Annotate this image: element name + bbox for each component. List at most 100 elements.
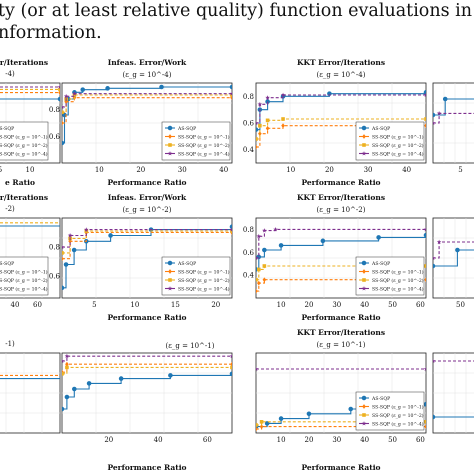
data-point: [57, 84, 60, 89]
x-tick-label: 20: [304, 436, 313, 444]
legend-entry: AS-SQP: [371, 396, 390, 402]
data-point: [280, 92, 286, 97]
legend-entry: AS-SQP: [0, 126, 14, 132]
data-point: [230, 365, 232, 370]
y-tick-label: 0.8: [243, 226, 254, 234]
x-tick-label: 60: [203, 436, 212, 444]
data-point: [58, 90, 60, 95]
legend-marker: [168, 278, 172, 282]
panel-title: KKT Error/Iterations: [297, 328, 385, 337]
data-point: [63, 262, 69, 267]
legend-marker: [362, 143, 366, 147]
x-tick-label: 50: [456, 301, 465, 309]
data-point: [257, 101, 263, 107]
y-tick-label: 0.6: [49, 273, 61, 281]
legend-marker: [361, 260, 367, 266]
x-tick-label: 5: [92, 301, 96, 309]
data-point: [72, 93, 77, 97]
caption-line-1: ty (or at least relative quality) functi…: [0, 1, 474, 21]
data-point: [65, 365, 69, 370]
data-point: [256, 120, 259, 125]
data-point: [433, 112, 436, 118]
data-point: [320, 238, 326, 244]
x-tick-label: 50: [388, 436, 397, 444]
data-point: [62, 358, 65, 363]
data-point: [433, 120, 436, 125]
x-tick-label: 10: [26, 166, 35, 174]
data-point: [442, 96, 448, 102]
y-tick-label: 0.4: [243, 146, 255, 154]
data-point: [229, 91, 232, 96]
data-point: [424, 123, 426, 129]
legend-marker: [167, 286, 173, 291]
data-point: [433, 255, 436, 260]
data-point: [62, 256, 64, 262]
panel-title: Infeas. Error/Work: [108, 58, 187, 67]
legend-entry: SS-SQP (ε_g = 10^-4): [0, 286, 48, 293]
x-axis-label: Performance Ratio: [301, 178, 380, 187]
x-axis-label: Performance Ratio: [107, 313, 186, 322]
data-point: [348, 406, 354, 412]
x-axis-label: Performance Ratio: [301, 463, 380, 472]
series-line: [62, 229, 232, 248]
data-point: [433, 414, 436, 420]
x-tick-label: 10: [130, 301, 139, 309]
panel-row3-col4: [432, 352, 474, 434]
legend-entry: SS-SQP (ε_g = 10^-4): [372, 151, 424, 158]
data-point: [80, 87, 86, 92]
data-point: [256, 255, 259, 260]
y-tick-label: 0.4: [243, 272, 255, 280]
data-point: [256, 366, 259, 371]
x-tick-label: 40: [219, 166, 228, 174]
data-point: [62, 244, 65, 250]
data-point: [62, 140, 65, 146]
data-point: [256, 277, 258, 282]
data-point: [62, 406, 65, 412]
x-tick-label: 10: [286, 166, 295, 174]
x-tick-label: 30: [364, 166, 373, 174]
x-tick-label: 15: [171, 301, 180, 309]
figure-caption: ty (or at least relative quality) functi…: [0, 0, 474, 46]
data-point: [159, 84, 164, 90]
panel-title: Infeas. Error/Work: [108, 193, 187, 202]
legend-entry: SS-SQP (ε_g = 10^-4): [372, 286, 424, 293]
y-tick-label: 0.6: [243, 120, 255, 128]
series-line: [62, 355, 232, 362]
series-line: [62, 366, 232, 375]
legend-entry: SS-SQP (ε_g = 10^-4): [372, 421, 424, 428]
legend-marker: [361, 395, 367, 401]
data-point: [262, 277, 267, 283]
legend-box: [0, 121, 49, 161]
series-line: [433, 98, 474, 116]
x-tick-label: 60: [33, 301, 42, 309]
data-point: [424, 117, 426, 121]
panel-row1-col2: 10 20 30 40 0.6 0.8: [49, 82, 233, 174]
data-point: [262, 247, 267, 253]
data-point: [256, 288, 258, 294]
panel-row3-col1: [0, 352, 61, 434]
legend-entry: AS-SQP: [371, 126, 390, 132]
x-axis-label: Performance Ratio: [301, 313, 380, 322]
data-point: [262, 264, 267, 268]
x-tick-label: 40: [402, 166, 411, 174]
legend-marker: [168, 269, 172, 274]
x-tick-label: 5: [458, 166, 462, 174]
series-group: [433, 358, 474, 420]
legend-entry: SS-SQP (ε_g = 10^-4): [178, 286, 230, 293]
data-point: [265, 125, 270, 131]
data-point: [62, 104, 65, 109]
data-point: [281, 123, 285, 129]
series-group: [0, 374, 60, 380]
series-line: [433, 112, 474, 124]
data-point: [71, 247, 77, 253]
series-group: [62, 84, 232, 146]
data-point: [105, 86, 110, 91]
series-group: [62, 353, 232, 412]
data-point: [229, 371, 232, 377]
x-tick-label: 20: [304, 301, 313, 309]
series-group: [433, 96, 474, 125]
